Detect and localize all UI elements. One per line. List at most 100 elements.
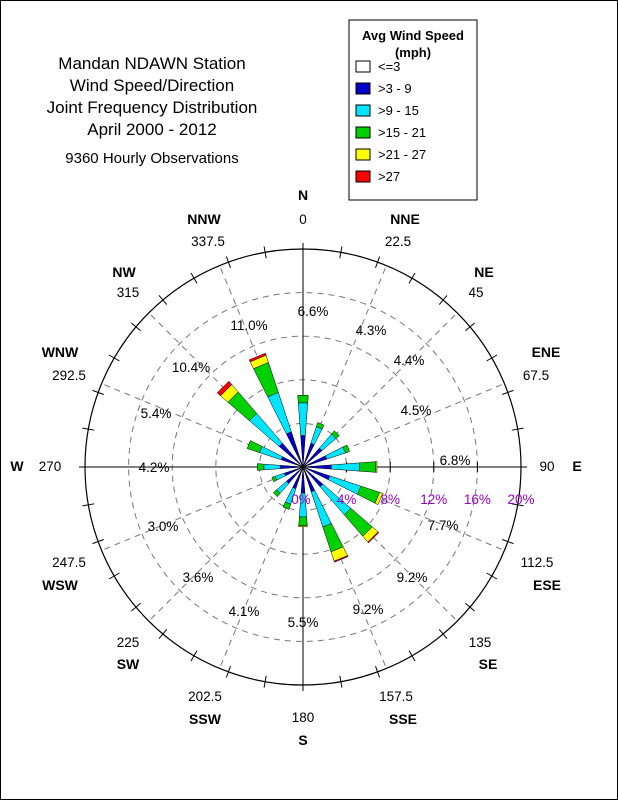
outer-tick (225, 256, 231, 268)
legend-swatch (355, 148, 371, 161)
compass-label-n: N (298, 187, 308, 203)
wind-segment (259, 446, 283, 461)
chart-title-line-1: Mandan NDAWN Station (58, 54, 245, 73)
radial-label: 16% (464, 492, 491, 507)
outer-tick (486, 572, 498, 580)
direction-total-label: 4.3% (356, 323, 387, 338)
wind-segment (316, 422, 325, 430)
direction-total-label: 9.2% (397, 570, 428, 585)
legend-swatch (355, 60, 371, 73)
compass-degree-label: 337.5 (191, 234, 225, 249)
wind-segment (267, 392, 292, 435)
wind-segment (246, 440, 263, 453)
wind-segment (263, 463, 281, 471)
direction-total-label: 4.4% (394, 353, 425, 368)
wind-bar-n (297, 395, 309, 468)
compass-degree-label: 270 (39, 459, 62, 474)
compass-label-se: SE (479, 656, 498, 672)
outer-tick (408, 272, 416, 284)
legend-swatch (355, 104, 371, 117)
direction-total-label: 6.6% (298, 304, 329, 319)
compass-label-w: W (10, 458, 24, 474)
direction-total-label: 5.5% (288, 615, 319, 630)
outer-tick (375, 256, 381, 268)
outer-tick (375, 666, 381, 678)
wind-segment (310, 426, 323, 445)
wind-segment (271, 475, 278, 483)
wind-bar-wsw (271, 466, 304, 483)
wind-bar-se (302, 466, 380, 544)
compass-label-ene: ENE (532, 344, 561, 360)
compass-degree-label: 315 (117, 285, 140, 300)
wind-segment (307, 464, 332, 470)
direction-total-label: 11.0% (230, 318, 267, 333)
wind-bar-nnw (248, 352, 304, 468)
compass-label-nnw: NNW (187, 211, 221, 227)
chart-title-line-4: April 2000 - 2012 (87, 120, 216, 139)
wind-segment (298, 402, 308, 436)
chart-title-line-3: Joint Frequency Distribution (47, 98, 258, 117)
compass-degree-label: 22.5 (385, 234, 411, 249)
direction-total-label: 5.4% (141, 406, 172, 421)
legend-swatch (355, 82, 371, 95)
outer-tick (190, 650, 198, 662)
outer-tick (131, 602, 141, 612)
wind-segment (325, 446, 346, 460)
direction-total-label: 10.4% (172, 360, 210, 375)
outer-tick (438, 629, 448, 639)
wind-bar-ene (302, 444, 350, 468)
wind-bar-wnw (246, 440, 304, 468)
wind-segment (342, 444, 350, 454)
outer-tick (158, 629, 168, 639)
compass-degree-label: 90 (539, 459, 554, 474)
wind-segment (279, 465, 300, 469)
compass-degree-label: 157.5 (379, 689, 413, 704)
compass-label-e: E (572, 458, 581, 474)
wind-segment (272, 489, 281, 498)
wind-segment (248, 352, 267, 363)
legend-label: >9 - 15 (378, 103, 419, 118)
radial-label: 12% (420, 492, 447, 507)
chart-subtitle: 9360 Hourly Observations (65, 150, 238, 167)
direction-total-label: 4.1% (229, 604, 260, 619)
wind-segment (322, 523, 344, 553)
wind-segment (331, 430, 340, 439)
compass-degree-label: 135 (469, 635, 492, 650)
compass-label-ne: NE (474, 264, 493, 280)
outer-tick (263, 675, 267, 688)
direction-total-label: 3.6% (183, 570, 214, 585)
wind-segment (375, 461, 378, 473)
compass-degree-label: 45 (468, 285, 483, 300)
compass-label-sse: SSE (389, 711, 417, 727)
compass-degree-label: 202.5 (188, 689, 222, 704)
outer-tick (108, 354, 120, 362)
outer-tick (502, 389, 514, 395)
wind-bar-nw (216, 380, 304, 468)
wind-segment (331, 462, 360, 472)
radial-label: 4% (337, 492, 357, 507)
wind-segment (300, 471, 306, 494)
outer-tick (108, 572, 120, 580)
legend-label: >27 (378, 169, 400, 184)
legend: Avg Wind Speed (mph) <=3 >3 - 9 >9 - 15 >15… (348, 19, 478, 201)
outer-tick (438, 295, 448, 305)
wind-bar-nne (302, 422, 325, 468)
compass-degree-label: 247.5 (52, 555, 86, 570)
radial-label: 8% (380, 492, 400, 507)
wind-segment (333, 555, 349, 563)
wind-segment (319, 433, 337, 451)
wind-segment (249, 413, 283, 447)
wind-bar-sw (272, 466, 304, 498)
wind-segment (253, 362, 279, 398)
wind-segment (297, 395, 309, 404)
compass-degree-label: 225 (117, 635, 140, 650)
outer-tick (502, 539, 514, 545)
compass-degree-label: 292.5 (52, 368, 86, 383)
outer-tick (486, 354, 498, 362)
direction-total-label: 4.2% (139, 460, 170, 475)
outer-tick (225, 666, 231, 678)
chart-title-line-2: Wind Speed/Direction (70, 76, 234, 95)
compass-label-ssw: SSW (189, 711, 222, 727)
wind-segment (300, 435, 306, 463)
